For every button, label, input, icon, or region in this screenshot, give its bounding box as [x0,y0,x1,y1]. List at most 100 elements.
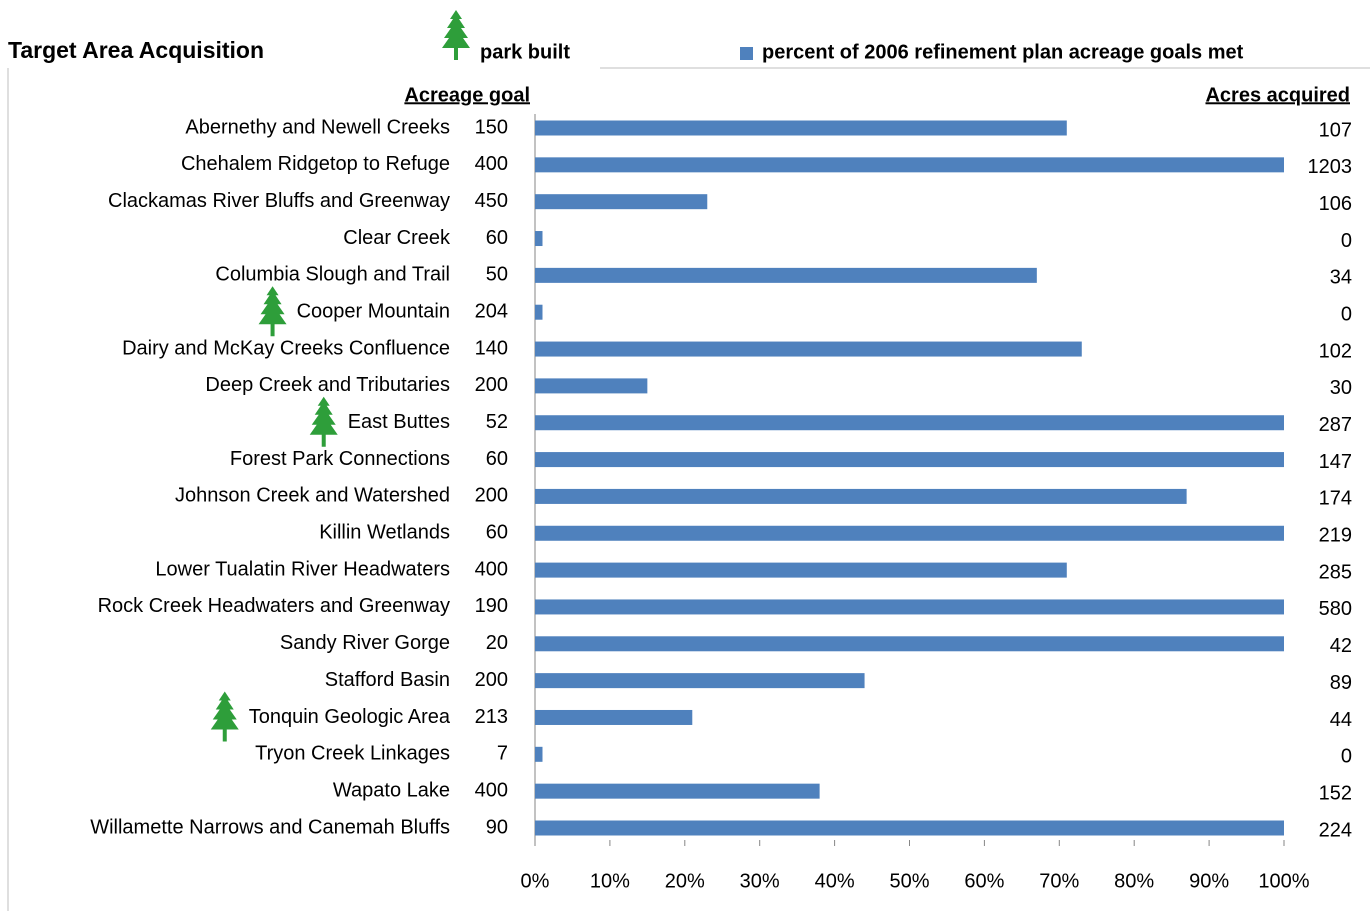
x-tick-label: 40% [815,870,855,892]
category-label: Cooper Mountain [297,300,450,322]
acquired-value: 147 [1319,451,1352,473]
acquired-value: 107 [1319,119,1352,141]
category-label: Clear Creek [343,227,451,249]
bar [535,194,708,210]
category-label: East Buttes [348,411,450,433]
goal-value: 52 [486,411,508,433]
category-label: Clackamas River Bluffs and Greenway [108,190,450,212]
tree-icon [442,10,470,60]
acquired-value: 42 [1330,635,1352,657]
bar [535,636,1284,652]
x-tick-label: 80% [1114,870,1154,892]
bar [535,120,1067,136]
category-label: Forest Park Connections [230,448,450,470]
x-tick-label: 0% [521,870,550,892]
acquired-value: 285 [1319,561,1352,583]
bar [535,231,543,247]
goal-value: 213 [475,706,508,728]
park-built-icon [258,286,287,337]
bar [535,452,1284,468]
goal-value: 90 [486,816,508,838]
acquired-value: 0 [1341,746,1352,768]
category-label: Tryon Creek Linkages [255,743,450,765]
x-tick-label: 10% [590,870,630,892]
x-tick-label: 30% [740,870,780,892]
goal-value: 20 [486,632,508,654]
bar [535,304,543,320]
acquired-header: Acres acquired [1205,84,1350,106]
category-label: Rock Creek Headwaters and Greenway [98,595,450,617]
acquired-value: 34 [1330,267,1352,289]
legend-label: percent of 2006 refinement plan acreage … [762,41,1244,63]
acquired-value: 287 [1319,414,1352,436]
bar [535,820,1284,836]
acquired-value: 89 [1330,672,1352,694]
goal-value: 60 [486,227,508,249]
goal-value: 400 [475,558,508,580]
category-label: Willamette Narrows and Canemah Bluffs [90,816,450,838]
tree-icon [210,691,239,742]
goal-value: 200 [475,485,508,507]
bar [535,709,693,725]
bar [535,673,865,689]
bar [535,488,1187,504]
acquired-value: 1203 [1308,156,1353,178]
category-label: Johnson Creek and Watershed [175,485,450,507]
park-legend-icon [442,10,470,60]
tree-icon [258,286,287,337]
park-built-icon [210,691,239,742]
bar [535,378,648,394]
bar [535,562,1067,578]
x-tick-label: 50% [889,870,929,892]
park-built-icon [309,396,338,447]
x-tick-label: 90% [1189,870,1229,892]
goal-value: 400 [475,779,508,801]
category-label: Abernethy and Newell Creeks [185,116,450,138]
acquired-value: 219 [1319,525,1352,547]
bar [535,599,1284,615]
bar [535,783,820,799]
category-label: Dairy and McKay Creeks Confluence [122,337,450,359]
category-label: Tonquin Geologic Area [249,706,451,728]
acquired-value: 30 [1330,377,1352,399]
acquired-value: 102 [1319,340,1352,362]
acquired-value: 224 [1319,819,1352,841]
category-label: Chehalem Ridgetop to Refuge [181,153,450,175]
x-tick-label: 60% [964,870,1004,892]
goal-header: Acreage goal [404,84,530,106]
acquired-value: 106 [1319,193,1352,215]
x-tick-label: 20% [665,870,705,892]
category-label: Wapato Lake [333,779,450,801]
legend-swatch [740,47,753,60]
category-label: Stafford Basin [325,669,450,691]
goal-value: 60 [486,448,508,470]
acquired-value: 580 [1319,598,1352,620]
category-label: Lower Tualatin River Headwaters [155,558,450,580]
goal-value: 200 [475,669,508,691]
category-label: Deep Creek and Tributaries [205,374,450,396]
category-label: Sandy River Gorge [280,632,450,654]
x-tick-label: 100% [1258,870,1309,892]
goal-value: 450 [475,190,508,212]
acquired-value: 174 [1319,488,1352,510]
x-tick-label: 70% [1039,870,1079,892]
goal-value: 7 [497,743,508,765]
bar [535,267,1037,283]
bar [535,746,543,762]
chart-title: Target Area Acquisition [8,37,264,63]
goal-value: 200 [475,374,508,396]
category-label: Columbia Slough and Trail [215,264,450,286]
goal-value: 140 [475,337,508,359]
goal-value: 190 [475,595,508,617]
acquired-value: 44 [1330,709,1352,731]
goal-value: 204 [475,300,508,322]
goal-value: 60 [486,522,508,544]
acquired-value: 0 [1341,303,1352,325]
goal-value: 50 [486,264,508,286]
park-legend-label: park built [480,41,570,63]
acquired-value: 0 [1341,230,1352,252]
bar [535,157,1284,173]
bar [535,525,1284,541]
goal-value: 400 [475,153,508,175]
